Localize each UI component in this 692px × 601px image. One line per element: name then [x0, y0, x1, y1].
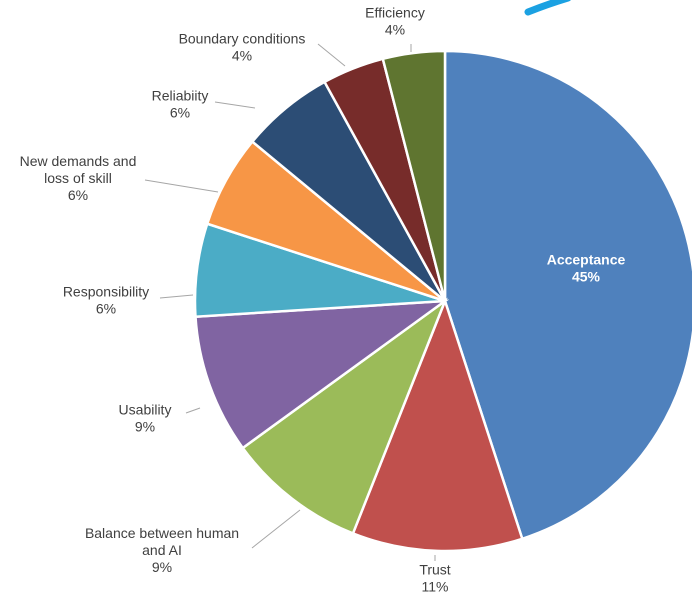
data-label-trust: Trust 11% — [419, 562, 450, 595]
leader-line-usability — [185, 407, 201, 414]
leader-line-reliabiity — [214, 101, 256, 109]
data-label-usability: Usability 9% — [119, 402, 172, 435]
slice-label: Acceptance — [547, 252, 626, 268]
slice-trust — [351, 297, 524, 553]
slice-percent: 11% — [422, 579, 449, 595]
slice-usability — [194, 299, 450, 450]
leader-line-responsibility — [159, 294, 194, 299]
slice-label: New demands and — [20, 153, 137, 169]
slice-percent: 9% — [135, 419, 155, 435]
slice-label: and AI — [142, 542, 182, 558]
leader-line-balance-between-human-and-ai — [251, 509, 301, 549]
slice-percent: 45% — [572, 269, 601, 285]
data-label-reliabiity: Reliabiity 6% — [152, 88, 209, 121]
data-label-balance-between-human-and-ai: Balance between human and AI 9% — [85, 525, 239, 575]
slice-label: Responsibility — [63, 284, 149, 300]
leader-line-boundary-conditions — [317, 43, 346, 67]
data-label-acceptance: Acceptance 45% — [547, 252, 626, 285]
data-label-boundary-conditions: Boundary conditions 4% — [179, 31, 306, 64]
data-label-efficiency: Efficiency 4% — [365, 5, 425, 38]
leader-line-new-demands-and-loss-of-skill — [144, 179, 219, 193]
data-label-responsibility: Responsibility 6% — [63, 284, 149, 317]
slice-label: Usability — [119, 402, 172, 418]
slice-label: Efficiency — [365, 5, 425, 21]
slice-percent: 9% — [152, 559, 172, 575]
slice-percent: 4% — [385, 22, 405, 38]
slice-label: Trust — [419, 562, 450, 578]
slice-efficiency — [381, 49, 447, 302]
slice-label: Balance between human — [85, 525, 239, 541]
slice-percent: 6% — [96, 301, 116, 317]
decorative-arc — [524, 0, 571, 16]
slice-label: loss of skill — [44, 170, 112, 186]
slice-percent: 6% — [170, 105, 190, 121]
data-label-new-demands-and-loss-of-skill: New demands and loss of skill 6% — [20, 153, 137, 203]
slice-percent: 6% — [68, 187, 88, 203]
slice-balance-between-human-and-ai — [241, 297, 448, 536]
slice-label: Reliabiity — [152, 88, 209, 104]
slice-percent: 4% — [232, 48, 252, 64]
slice-label: Boundary conditions — [179, 31, 306, 47]
